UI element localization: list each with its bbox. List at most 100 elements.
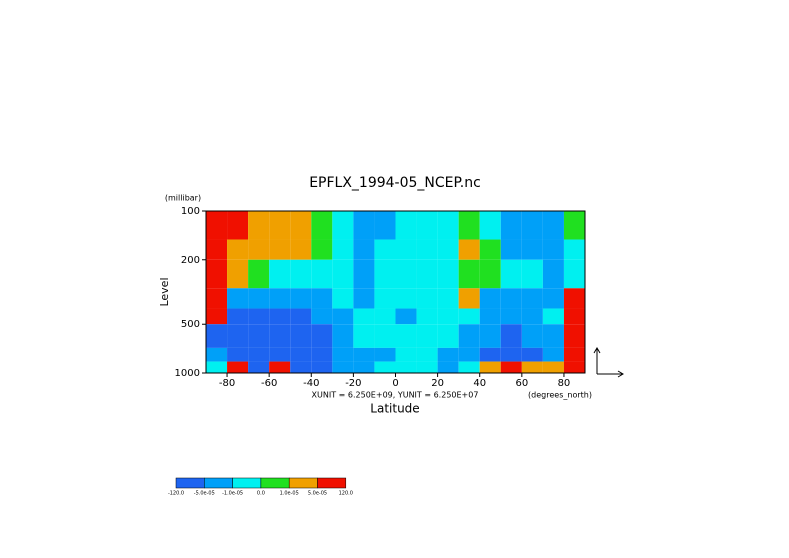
contour-cell [458, 308, 480, 325]
contour-cell [290, 347, 312, 362]
contour-cell [521, 288, 543, 309]
contour-cell [248, 211, 270, 240]
contour-cell [374, 324, 396, 348]
contour-cell [248, 308, 270, 325]
contour-cell [290, 211, 312, 240]
colorbar-box [175, 477, 205, 489]
chart-title: EPFLX_1994-05_NCEP.nc [309, 175, 481, 191]
contour-cell [395, 288, 417, 309]
contour-cell [479, 361, 501, 373]
contour-cell [500, 324, 522, 348]
contour-cell [290, 308, 312, 325]
contour-cell [269, 324, 291, 348]
contour-cell [311, 211, 333, 240]
contour-cell [563, 239, 585, 260]
contour-cell [500, 211, 522, 240]
contour-cell [521, 308, 543, 325]
contour-cell [353, 361, 375, 373]
contour-cell [269, 361, 291, 373]
colorbar-label: 0.0 [257, 491, 265, 497]
contour-cell [542, 239, 564, 260]
contour-cell [227, 211, 249, 240]
contour-cell [500, 288, 522, 309]
contour-cell [332, 361, 354, 373]
contour-cell [479, 347, 501, 362]
x-tick-label: -20 [345, 378, 361, 389]
contour-cell [542, 288, 564, 309]
contour-cell [269, 259, 291, 289]
contour-cell [227, 361, 249, 373]
contour-cell [353, 347, 375, 362]
contour-cell [206, 347, 228, 362]
colorbar-label: -1.0e-05 [222, 491, 243, 497]
contour-cell [479, 211, 501, 240]
colorbar-label: -120.0 [168, 491, 184, 497]
contour-cell [542, 259, 564, 289]
contour-cell [227, 239, 249, 260]
contour-cell [311, 324, 333, 348]
contour-cell [374, 259, 396, 289]
y-tick-label: 500 [181, 319, 200, 330]
contour-cell [374, 308, 396, 325]
contour-cell [542, 347, 564, 362]
contour-cell [332, 324, 354, 348]
contour-cell [416, 239, 438, 260]
contour-cell [290, 324, 312, 348]
contour-cell [269, 308, 291, 325]
contour-cell [206, 259, 228, 289]
contour-cell [332, 259, 354, 289]
contour-cell [332, 347, 354, 362]
contour-cell [479, 239, 501, 260]
x-axis-label: Latitude [370, 402, 419, 416]
contour-cell [206, 324, 228, 348]
contour-cell [458, 239, 480, 260]
contour-cell [563, 259, 585, 289]
contour-cell [206, 361, 228, 373]
contour-cell [332, 211, 354, 240]
contour-cell [374, 361, 396, 373]
contour-cell [374, 211, 396, 240]
contour-cell [542, 211, 564, 240]
colorbar-box [317, 477, 347, 489]
contour-cell [563, 211, 585, 240]
colorbar-label: 5.0e-05 [308, 491, 327, 497]
x-tick-label: 20 [431, 378, 444, 389]
contour-cell [269, 211, 291, 240]
contour-cell [395, 324, 417, 348]
contour-cell [395, 259, 417, 289]
contour-cell [500, 347, 522, 362]
contour-cell [479, 259, 501, 289]
contour-cell [395, 239, 417, 260]
contour-cell [374, 347, 396, 362]
contour-cell [521, 259, 543, 289]
contour-cell [290, 361, 312, 373]
contour-cell [479, 324, 501, 348]
contour-cell [290, 239, 312, 260]
contour-cell [206, 239, 228, 260]
contour-cell [542, 361, 564, 373]
contour-cell [248, 288, 270, 309]
contour-cell [227, 308, 249, 325]
contour-cell [563, 288, 585, 309]
x-tick-label: -40 [303, 378, 319, 389]
contour-cell [248, 324, 270, 348]
contour-cell [290, 259, 312, 289]
contour-cell [458, 211, 480, 240]
contour-cell [311, 308, 333, 325]
colorbar-box [288, 477, 318, 489]
contour-cell [458, 259, 480, 289]
y-tick-label: 200 [181, 255, 200, 266]
contour-cell [521, 347, 543, 362]
contour-cell [290, 288, 312, 309]
contour-cell [479, 288, 501, 309]
colorbar-box [260, 477, 290, 489]
contour-cell [374, 239, 396, 260]
contour-cell [521, 361, 543, 373]
contour-cell [311, 239, 333, 260]
contour-cell [437, 361, 459, 373]
contour-cell [416, 211, 438, 240]
y-unit: (millibar) [165, 194, 201, 203]
contour-cell [563, 347, 585, 362]
contour-cell [437, 211, 459, 240]
